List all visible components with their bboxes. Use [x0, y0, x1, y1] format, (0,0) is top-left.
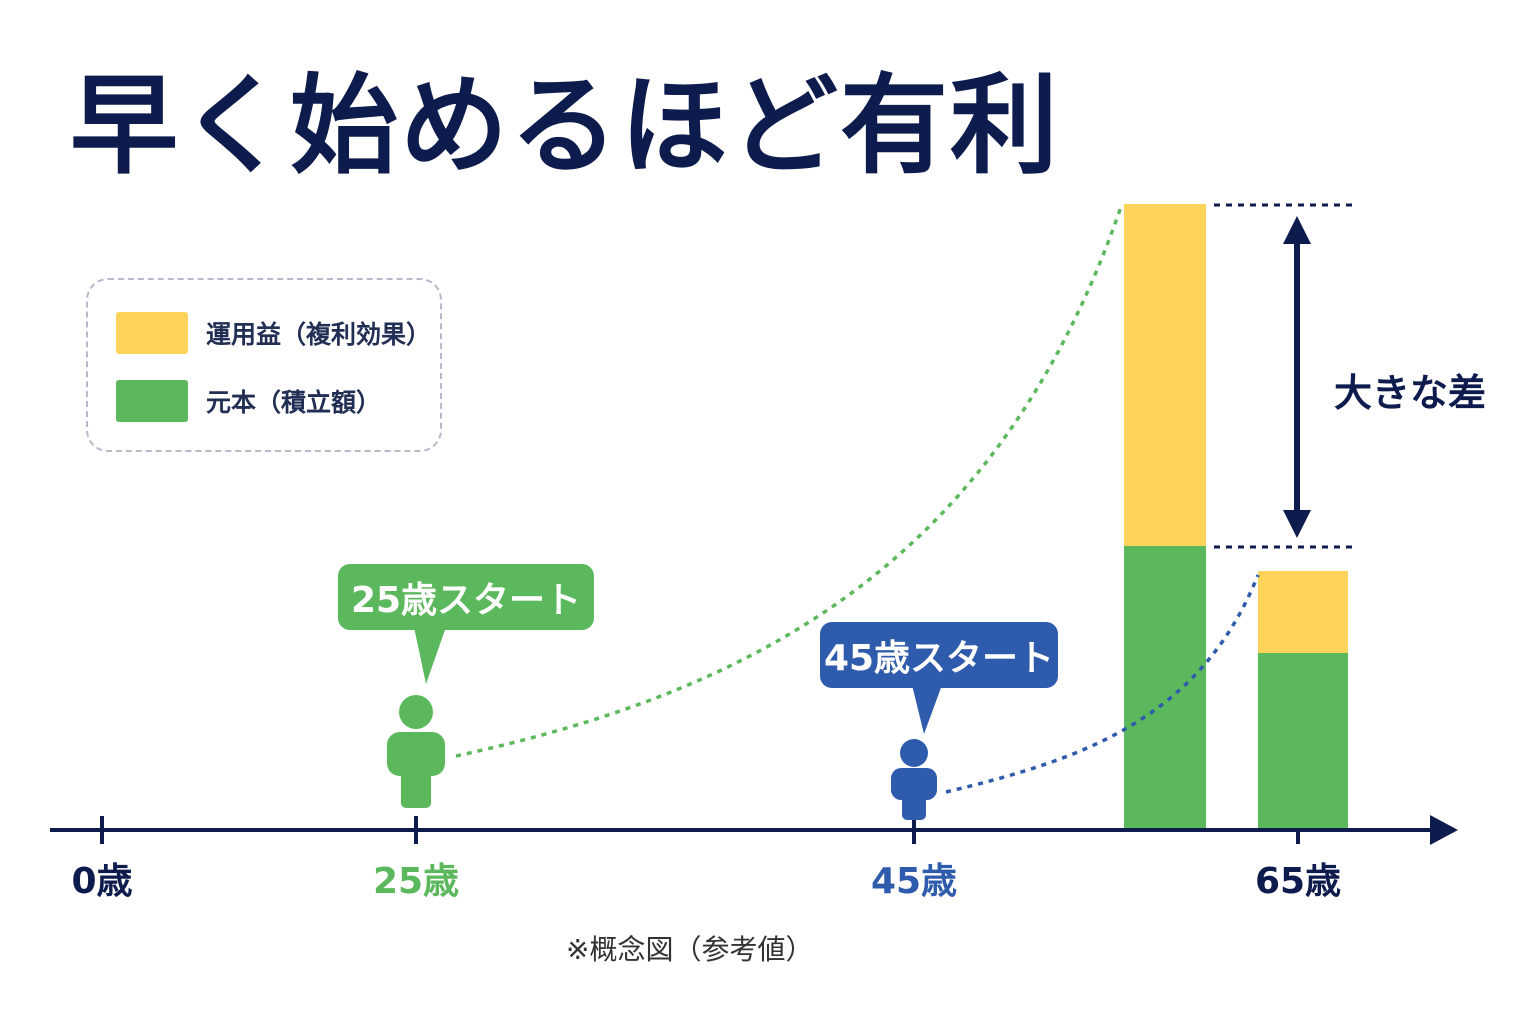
bar-principal-start-45 [1258, 653, 1348, 828]
person-icon-45-head [900, 739, 928, 767]
x-tick-label-45: 45歳 [870, 861, 958, 902]
bar-gain-start-25 [1124, 204, 1206, 546]
legend-label-gain: 運用益（複利効果） [206, 320, 432, 349]
x-tick-label-0: 0歳 [71, 861, 133, 902]
legend-swatch-gain [116, 312, 188, 354]
difference-arrowhead-up [1283, 216, 1311, 244]
x-tick-label-65: 65歳 [1254, 861, 1342, 902]
person-icon-45-legs [902, 790, 926, 820]
growth-curve-25 [455, 203, 1124, 758]
person-icon-25 [387, 695, 445, 808]
person-icon-25-legs [400, 766, 432, 808]
difference-arrowhead-down [1283, 510, 1311, 538]
person-icon-25-torso [387, 732, 445, 776]
page-title: 早く始めるほど有利 [70, 64, 1061, 189]
start-45-bubble-tail [912, 685, 942, 734]
start-25-bubble: 25歳スタート [338, 564, 594, 630]
start-25-bubble-tail [414, 627, 446, 684]
legend: 運用益（複利効果） 元本（積立額） [86, 278, 442, 452]
bar-gain-start-45 [1258, 571, 1348, 653]
legend-swatch-principal [116, 380, 188, 422]
person-icon-45 [891, 739, 937, 820]
growth-curve-45 [945, 574, 1260, 794]
difference-label: 大きな差 [1334, 371, 1487, 415]
bar-principal-start-25 [1124, 546, 1206, 828]
start-45-bubble: 45歳スタート [820, 622, 1058, 688]
x-axis-arrowhead [1430, 815, 1458, 845]
legend-item-gain: 運用益（複利効果） [116, 312, 431, 354]
footnote: ※概念図（参考値） [566, 933, 814, 966]
person-icon-25-head [399, 695, 433, 729]
person-icon-45-torso [891, 768, 937, 800]
legend-label-principal: 元本（積立額） [206, 388, 382, 417]
x-tick-label-25: 25歳 [372, 861, 460, 902]
legend-item-principal: 元本（積立額） [116, 380, 381, 422]
